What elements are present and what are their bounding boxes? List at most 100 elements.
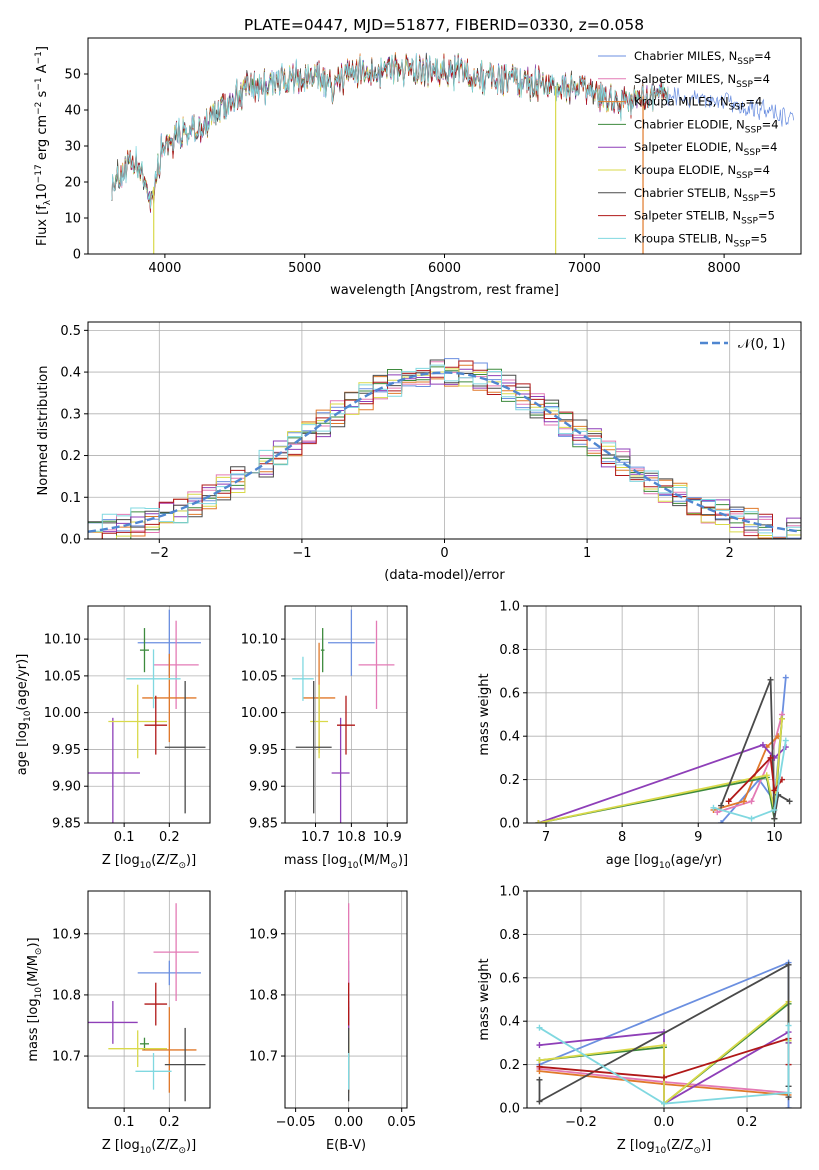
tick-label-x: 0 [440, 546, 448, 561]
x-axis-label: wavelength [Angstrom, rest frame] [330, 283, 559, 298]
tick-label-x: 7000 [568, 261, 601, 276]
label-text: )] [186, 853, 196, 868]
label-text: =4 [754, 49, 771, 63]
y-axis-label: age [log10(age/yr)] [15, 654, 33, 776]
plot-area [292, 609, 395, 823]
label-text: =4 [753, 72, 770, 86]
label-text: (M/M [26, 955, 41, 987]
plot-area [88, 358, 801, 539]
tick-label-y: 30 [64, 140, 81, 155]
x-axis-label-sub: 10 [140, 1146, 152, 1156]
label-text: )] [186, 1138, 196, 1153]
label-text: )] [398, 853, 408, 868]
legend-sub: SSP [737, 57, 754, 67]
spectrum-line [111, 52, 669, 209]
tick-label-x: 0.2 [159, 830, 180, 845]
plot-area [111, 52, 795, 254]
y-axis-label-sub: ⊙ [34, 948, 44, 956]
legend-sub: SSP [742, 194, 759, 204]
tick-label-y: 9.85 [249, 817, 278, 832]
x-axis-label: E(B-V) [326, 1138, 366, 1153]
axes-frame [87, 605, 211, 824]
legend-sub: SSP [736, 171, 753, 181]
label-text: (Z/Z [151, 1138, 178, 1153]
y-axis-label-sup: −2 [34, 102, 44, 115]
tick-label-x: −1 [292, 546, 311, 561]
y-axis-label: mass weight [477, 958, 492, 1040]
x-axis-label: Z [log10(Z/Z⊙)] [617, 1138, 711, 1156]
legend-sub: SSP [745, 125, 762, 135]
tick-label-y: 0.0 [499, 1102, 520, 1117]
tick-label-x: 5000 [288, 261, 321, 276]
tick-label-y: 0.1 [60, 491, 81, 506]
tick-label-y: 1.0 [499, 600, 520, 615]
histogram-axes: −2 −1 0 1 2 0.0 0.1 0.2 0.3 0.4 0.5 (data-model)/er… [36, 321, 802, 583]
label-text: ] [35, 46, 50, 51]
tick-label-y: 9.85 [52, 817, 81, 832]
axes-frame [284, 890, 408, 1109]
tick-label-y: 0.2 [60, 449, 81, 464]
weight-vs-age-axes: 7 8 9 10 0.0 0.2 0.4 0.6 0.8 1.0 age [log10(age/yr… [477, 600, 802, 871]
legend-label: Salpeter STELIB, NSSP=5 [634, 209, 775, 227]
tick-label-x: 10.9 [373, 830, 402, 845]
label-text: =4 [745, 95, 762, 109]
tick-label-y: 40 [64, 104, 81, 119]
tick-label-y: 0.0 [60, 533, 81, 548]
tick-label-y: 10.00 [44, 706, 81, 721]
tick-label-y: 9.95 [249, 743, 278, 758]
x-axis-label: age [log10(age/yr) [606, 853, 722, 871]
tick-label-x: 8 [618, 830, 626, 845]
legend-label: 𝒩(0, 1) [738, 337, 785, 352]
label-text: (age/yr)] [15, 654, 30, 711]
label-text: 10 [35, 183, 50, 200]
tick-label-x: 0.0 [654, 1115, 675, 1130]
y-axis-label-sub: 10 [23, 710, 33, 722]
y-axis-label: mass [log10(M/M⊙)] [26, 937, 44, 1061]
tick-label-x: 1 [583, 546, 591, 561]
tick-label-x: −0.05 [276, 1115, 316, 1130]
tick-label-y: 0.4 [60, 366, 81, 381]
legend-label: Salpeter MILES, NSSP=4 [634, 72, 770, 90]
x-axis-label: Z [log10(Z/Z⊙)] [102, 1138, 196, 1156]
tick-label-x: 0.05 [387, 1115, 416, 1130]
x-axis-label-sub: ⊙ [178, 861, 186, 871]
legend-label: Salpeter ELODIE, NSSP=4 [634, 140, 777, 158]
x-axis-label: (data-model)/error [384, 568, 505, 583]
normal-curve [88, 371, 799, 533]
tick-label-x: 0.2 [159, 1115, 180, 1130]
label-text: )] [26, 937, 41, 947]
tick-label-y: 0.0 [499, 817, 520, 832]
label-text: (M/M [359, 853, 391, 868]
x-axis-label-sub: 10 [659, 861, 671, 871]
legend-label: Kroupa STELIB, NSSP=5 [634, 231, 767, 249]
label-text: =5 [759, 186, 776, 200]
label-text: A [35, 64, 50, 77]
tick-label-x: 4000 [148, 261, 181, 276]
tick-label-y: 1.0 [499, 885, 520, 900]
tick-label-y: 0 [73, 248, 81, 263]
y-axis-label-sup: −17 [34, 164, 44, 183]
y-axis-label: Flux [fλ10−17 erg cm−2 s−1 A−1] [34, 46, 53, 246]
tick-label-y: 10.7 [52, 1050, 81, 1065]
mass-vs-ebv-axes: −0.05 0.00 0.05 10.7 10.8 10.9 E(B-V) [249, 890, 416, 1153]
weight-line [713, 740, 787, 820]
tick-label-y: 0.5 [60, 324, 81, 339]
legend-sub: SSP [729, 103, 746, 113]
legend-label: Chabrier ELODIE, NSSP=4 [634, 117, 779, 135]
tick-label-x: 10.7 [301, 830, 330, 845]
legend-sub: SSP [744, 148, 761, 158]
label-text: =4 [762, 117, 779, 131]
plot-area [535, 674, 793, 823]
axes-frame [284, 605, 408, 824]
y-axis-label-sub: λ [43, 199, 53, 205]
legend: Chabrier MILES, NSSP=4 Salpeter MILES, NS… [598, 49, 779, 249]
tick-label-y: 50 [64, 68, 81, 83]
tick-label-y: 0.2 [499, 773, 520, 788]
label-text: =5 [750, 231, 767, 245]
y-axis-label-sub: 10 [34, 987, 44, 999]
legend-sub: SSP [734, 239, 751, 249]
tick-label-y: 0.2 [499, 1058, 520, 1073]
tick-label-y: 10.7 [249, 1050, 278, 1065]
label-text: (Z/Z [666, 1138, 693, 1153]
